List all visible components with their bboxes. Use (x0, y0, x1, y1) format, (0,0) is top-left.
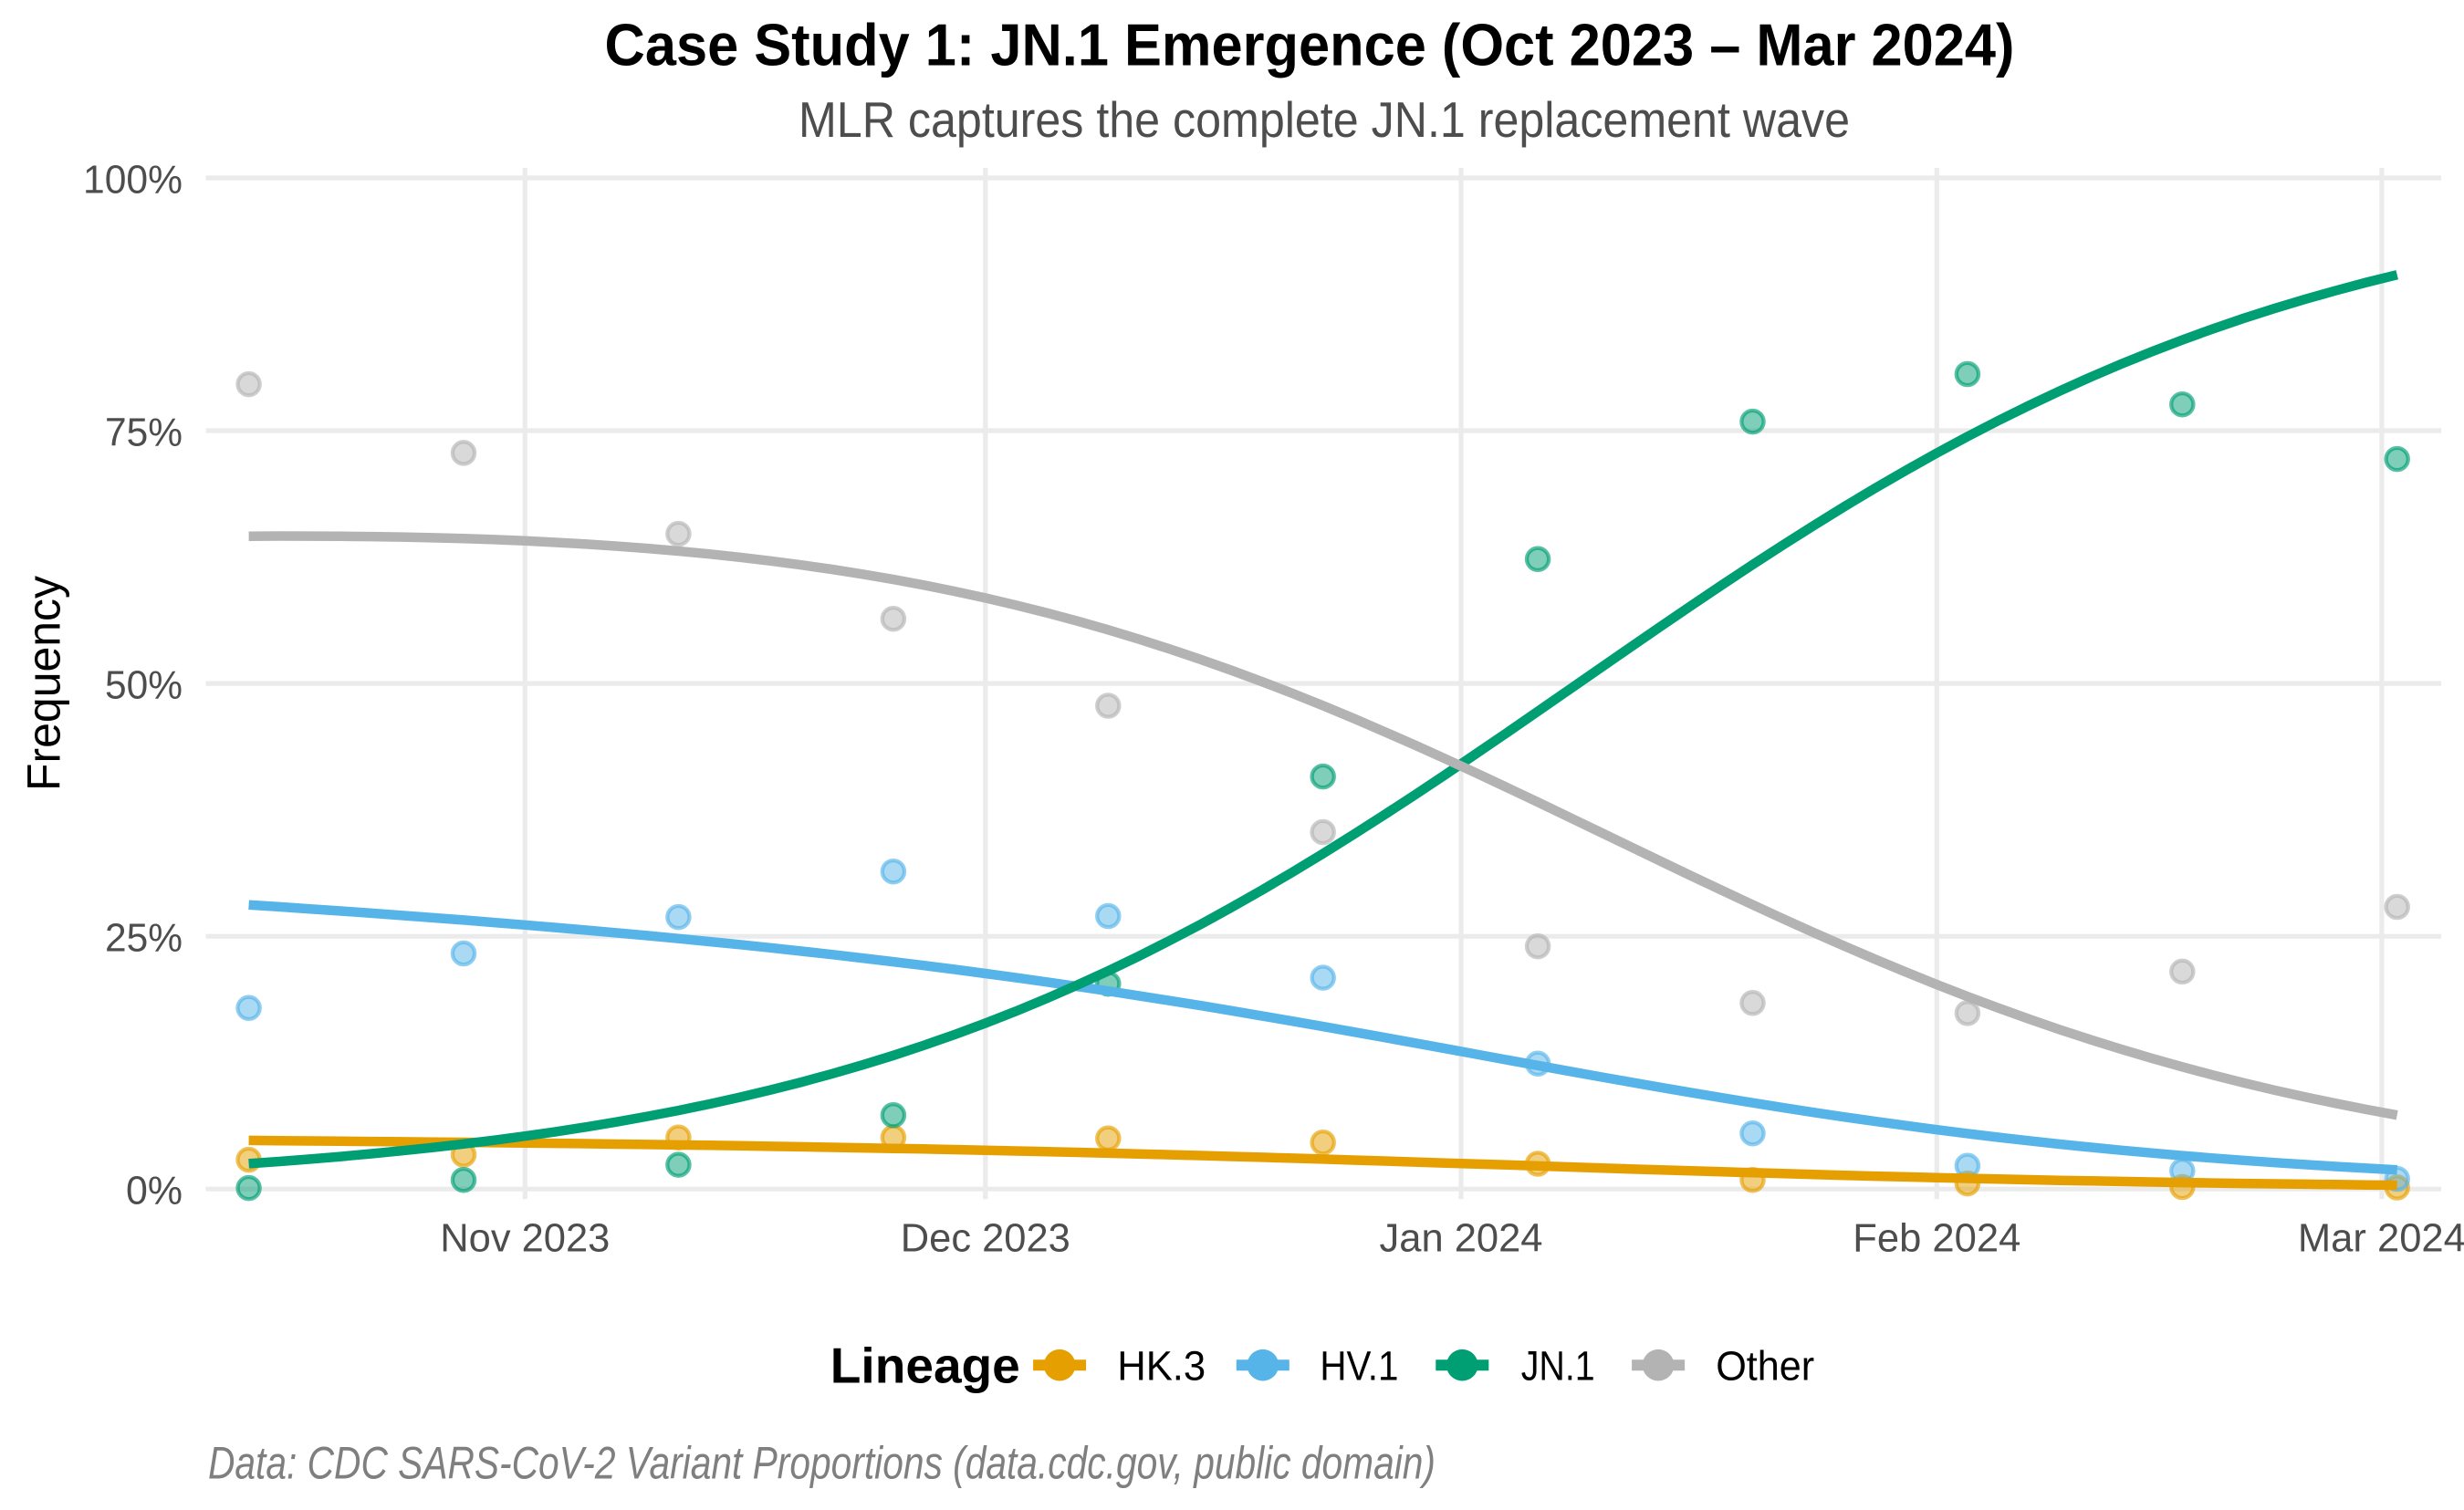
svg-text:25%: 25% (105, 916, 183, 960)
svg-text:Jan 2024: Jan 2024 (1380, 1217, 1543, 1261)
svg-text:MLR captures the complete JN.1: MLR captures the complete JN.1 replaceme… (799, 91, 1850, 148)
svg-text:0%: 0% (126, 1170, 183, 1213)
svg-text:Frequency: Frequency (18, 576, 70, 791)
svg-text:Mar 2024: Mar 2024 (2298, 1217, 2464, 1261)
svg-text:Other: Other (1716, 1343, 1814, 1390)
svg-text:Dec 2023: Dec 2023 (901, 1217, 1070, 1261)
svg-text:Feb 2024: Feb 2024 (1853, 1217, 2020, 1261)
svg-text:50%: 50% (105, 663, 183, 707)
svg-text:75%: 75% (105, 411, 183, 454)
svg-text:HV.1: HV.1 (1320, 1343, 1398, 1390)
svg-text:100%: 100% (83, 158, 183, 202)
svg-text:Lineage: Lineage (830, 1337, 1020, 1393)
svg-text:Data: CDC SARS-CoV-2 Variant P: Data: CDC SARS-CoV-2 Variant Proportions… (208, 1438, 1436, 1489)
svg-text:Nov 2023: Nov 2023 (440, 1217, 610, 1261)
svg-text:HK.3: HK.3 (1117, 1343, 1206, 1390)
svg-text:JN.1: JN.1 (1521, 1343, 1595, 1390)
svg-text:Case Study 1: JN.1 Emergence (: Case Study 1: JN.1 Emergence (Oct 2023 –… (605, 12, 2015, 78)
